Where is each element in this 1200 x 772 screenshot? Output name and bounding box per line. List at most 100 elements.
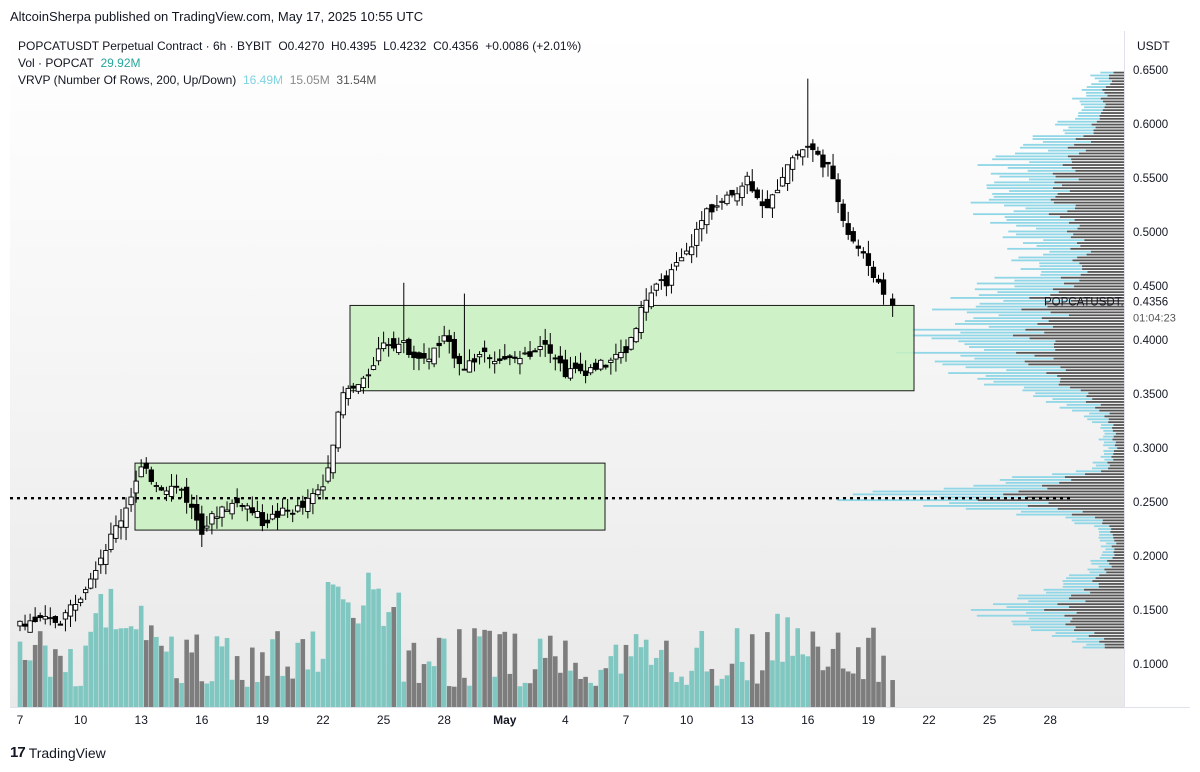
profile-bar-up [1043,239,1085,242]
volume-bar [699,630,705,707]
time-axis[interactable]: 7 10 13 16 19 22 25 28 May 4 7 10 13 16 19 22 25 28 [10,707,1190,732]
profile-bar-up [1016,233,1074,236]
profile-bar-up [1019,146,1068,149]
profile-bar-down [1080,245,1124,247]
profile-bar-down [1076,611,1124,614]
volume-bar [386,612,391,707]
volume-bar [22,659,28,707]
candle-body [315,489,321,496]
legend-vol-label: Vol · POPCAT [18,56,94,70]
chart-legend: POPCATUSDT Perpetual Contract · 6h · BYB… [18,38,581,89]
volume-bar [108,588,114,707]
profile-bar-up [942,363,1029,366]
volume-bar [502,631,508,707]
profile-bar-up [1057,120,1097,123]
profile-bar-up [995,155,1068,158]
candle-body [734,193,740,202]
volume-bar [810,631,816,707]
volume-bar [512,633,518,707]
candle-body [588,367,594,374]
profile-bar-up [1026,611,1077,614]
profile-bar-down [1059,481,1124,484]
candle-body [204,525,210,529]
profile-bar-up [1105,548,1115,551]
volume-bar [174,678,179,707]
candle-body [502,356,508,360]
profile-bar-up [988,198,1051,201]
profile-bar-up [1043,588,1085,591]
candle-body [441,335,447,342]
candle-body [380,342,387,350]
profile-bar-up [1030,626,1076,629]
candle-body [754,189,760,199]
profile-bar-up [1102,551,1114,554]
volume-bar [436,637,442,707]
candle-body [47,617,53,620]
profile-bar-down [1070,620,1124,623]
volume-bar [250,647,255,707]
legend-vrvp-down: 15.05M [289,73,330,87]
volume-profile [837,71,1124,649]
profile-bar-up [1100,455,1112,458]
profile-bar-down [1072,617,1124,620]
profile-bar-up [1074,522,1103,525]
profile-bar-down [1069,190,1124,192]
profile-bar-up [994,276,1061,279]
volume-bar [845,671,851,707]
profile-bar-up [1006,219,1075,221]
profile-bar-down [1003,493,1124,496]
volume-bar [143,640,149,707]
profile-bar-up [983,349,1056,351]
profile-bar-up [978,294,1051,296]
profile-bar-down [1104,415,1124,418]
candle-body [254,511,260,518]
profile-bar-up [1012,476,1065,478]
profile-bar-down [1104,637,1124,640]
candle-body [158,487,165,491]
profile-bar-up [974,357,1054,360]
volume-bar [497,634,503,707]
volume-bar [563,640,568,707]
price-chart[interactable]: POPCATUSDT.P [10,31,1132,707]
profile-bar-up [988,325,1053,328]
volume-bar [487,630,492,707]
profile-bar-down [1067,155,1124,158]
volume-bar [820,670,826,707]
candle-body [234,497,240,504]
profile-bar-up [970,609,1045,611]
profile-bar-down [1077,242,1124,244]
volume-bar [356,623,361,707]
profile-bar-down [1075,169,1124,172]
profile-bar-up [1098,531,1111,533]
price-scale[interactable]: USDT 0.6500 0.6000 0.5500 0.5000 0.4500 0.4000… [1033,31,1191,707]
footer-brand-text: TradingView [28,744,106,761]
publisher-line: AltcoinSherpa published on TradingView.c… [10,9,424,24]
profile-bar-down [1112,429,1124,432]
profile-bar-up [990,172,1053,175]
profile-bar-down [1111,455,1124,458]
volume-bar [825,666,831,707]
legend-volume-row: Vol · POPCAT 29.92M [18,55,581,72]
candle-body [739,185,745,199]
profile-bar-up [1035,392,1089,395]
profile-bar-up [1091,83,1111,86]
volume-bar [396,592,402,707]
profile-bar-up [911,334,1013,337]
profile-bar-down [1082,268,1124,270]
volume-bar [457,629,462,707]
profile-bar-down [1012,334,1124,337]
volume-bar [325,582,331,707]
volume-bar [391,606,396,707]
volume-bar [850,673,856,707]
candle-body [396,343,402,354]
candle-body [628,337,634,350]
profile-bar-up [1041,271,1088,273]
volume-bar [876,681,881,707]
chart-area[interactable]: POPCATUSDT.P [10,31,1132,707]
profile-bar-down [1084,239,1124,242]
profile-bar-up [958,340,1056,343]
profile-bar-down [1101,470,1124,473]
time-tick-label: 22 [316,713,330,727]
profile-bar-up [1028,617,1073,620]
last-price-label: 0.4356 [1133,297,1168,309]
